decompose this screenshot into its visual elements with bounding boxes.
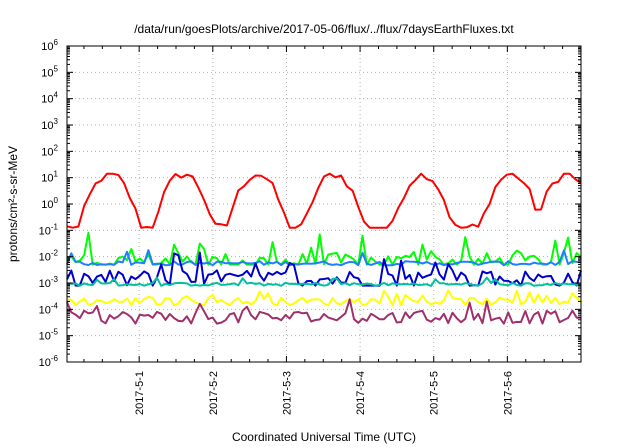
y-tick-exponent: 0	[54, 196, 59, 205]
y-axis-label: protons/cm²-s-sr-MeV	[6, 146, 20, 262]
y-tick-label: 103	[41, 117, 58, 132]
x-tick-label: 2017-5-6	[502, 371, 514, 415]
y-axis-ticks: 10-610-510-410-310-210-11001011021031041…	[39, 38, 581, 369]
y-tick-base: 10	[39, 304, 51, 316]
series-line-1	[66, 172, 582, 229]
y-tick-base: 10	[39, 331, 51, 343]
y-tick-base: 10	[39, 252, 51, 264]
y-tick-exponent: -1	[51, 222, 59, 231]
series-line-4	[66, 251, 582, 287]
y-tick-base: 10	[41, 199, 53, 211]
y-tick-exponent: 6	[54, 38, 59, 47]
y-tick-exponent: -6	[51, 354, 59, 363]
y-tick-label: 100	[41, 196, 58, 211]
y-tick-label: 10-6	[39, 354, 59, 369]
y-tick-base: 10	[41, 173, 53, 185]
y-tick-exponent: -3	[51, 275, 59, 284]
y-tick-label: 10-3	[39, 275, 59, 290]
y-tick-base: 10	[41, 67, 53, 79]
y-tick-label: 10-1	[39, 222, 59, 237]
x-tick-label: 2017-5-3	[281, 371, 293, 415]
x-tick-label: 2017-5-2	[208, 371, 220, 415]
y-tick-base: 10	[41, 146, 53, 158]
series-line-2	[66, 231, 582, 266]
x-tick-label: 2017-5-1	[134, 371, 146, 415]
x-axis-label: Coordinated Universal Time (UTC)	[232, 430, 416, 444]
series-lines	[66, 172, 582, 325]
y-tick-exponent: 1	[54, 170, 59, 179]
series-line-3	[66, 249, 582, 267]
y-tick-exponent: -5	[51, 328, 59, 337]
y-tick-label: 10-5	[39, 328, 59, 343]
y-tick-base: 10	[41, 94, 53, 106]
x-axis-ticks: 2017-5-1 2017-5-2 2017-5-3 2017-5-4 2017-5-5…	[83, 46, 564, 415]
y-tick-exponent: 4	[54, 91, 59, 100]
y-tick-label: 101	[41, 170, 58, 185]
y-tick-exponent: -2	[51, 249, 59, 258]
series-line-7	[66, 298, 581, 325]
x-tick-label: 2017-5-4	[355, 371, 367, 415]
y-tick-base: 10	[39, 278, 51, 290]
chart-title: /data/run/goesPlots/archive/2017-05-06/f…	[134, 22, 514, 36]
y-tick-exponent: -4	[51, 301, 59, 310]
y-tick-label: 10-2	[39, 249, 59, 264]
y-tick-label: 105	[41, 64, 58, 79]
grid-lines	[67, 46, 581, 362]
y-tick-label: 104	[41, 91, 58, 106]
y-tick-label: 10-4	[39, 301, 59, 316]
y-tick-label: 102	[41, 143, 58, 158]
y-tick-exponent: 3	[54, 117, 59, 126]
series-line-6	[67, 289, 582, 307]
y-tick-exponent: 5	[54, 64, 59, 73]
y-tick-base: 10	[39, 357, 51, 369]
y-tick-label: 106	[41, 38, 58, 53]
series-line-5	[66, 276, 582, 287]
y-tick-base: 10	[39, 225, 51, 237]
y-tick-exponent: 2	[54, 143, 59, 152]
x-tick-label: 2017-5-5	[429, 371, 441, 415]
y-tick-base: 10	[41, 41, 53, 53]
y-tick-base: 10	[41, 120, 53, 132]
